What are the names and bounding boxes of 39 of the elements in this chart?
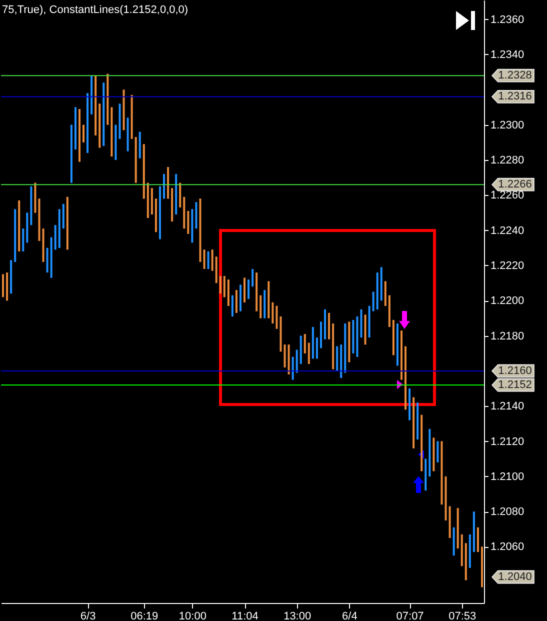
candlestick xyxy=(316,336,318,360)
x-tick-label: 07:53 xyxy=(448,610,476,621)
y-tick-label: 1.2300 xyxy=(490,119,524,132)
candlestick xyxy=(248,278,250,300)
y-tick-label: 1.2200 xyxy=(490,295,524,308)
y-tick-label: 1.2360 xyxy=(490,14,524,26)
candlestick xyxy=(308,342,310,365)
candlestick xyxy=(203,248,206,270)
candlestick xyxy=(231,294,234,318)
x-tick-label: 6/3 xyxy=(80,610,96,621)
y-tick-label: 1.2080 xyxy=(490,506,524,518)
candlestick xyxy=(223,275,226,298)
ref-line-label: 1.2316 xyxy=(498,90,532,103)
y-tick-label: 1.2180 xyxy=(490,330,524,342)
candlestick xyxy=(304,333,306,354)
ref-line-label: 1.2328 xyxy=(498,70,532,82)
candlestick xyxy=(235,289,238,314)
y-tick-label: 1.2060 xyxy=(490,541,524,554)
y-tick-label: 1.2260 xyxy=(490,190,524,202)
y-tick-label: 1.2340 xyxy=(490,49,524,61)
ref-line-label: 1.2266 xyxy=(498,178,532,191)
x-tick-label: 06:19 xyxy=(130,610,158,621)
x-tick-label: 11:04 xyxy=(232,610,258,621)
x-tick-label: 07:07 xyxy=(396,610,424,621)
ref-line-label: 1.2152 xyxy=(498,379,532,392)
x-tick-label: 6/4 xyxy=(342,610,358,621)
y-tick-label: 1.2240 xyxy=(490,224,524,237)
y-tick-label: 1.2220 xyxy=(490,260,524,272)
x-tick-label: 10:00 xyxy=(178,610,206,621)
x-tick-label: 13:00 xyxy=(284,610,312,621)
y-tick-label: 1.2120 xyxy=(490,436,524,448)
candlestick xyxy=(284,344,286,368)
text: 1.2040 xyxy=(498,571,532,583)
y-tick-label: 1.2140 xyxy=(490,400,524,413)
y-tick-label: 1.2100 xyxy=(490,470,524,483)
chart-title: 75,True), ConstantLines(1.2152,0,0,0) xyxy=(2,4,188,16)
ref-line-label: 1.2160 xyxy=(498,364,532,377)
y-tick-label: 1.2280 xyxy=(490,154,524,166)
candlestick xyxy=(22,228,24,252)
